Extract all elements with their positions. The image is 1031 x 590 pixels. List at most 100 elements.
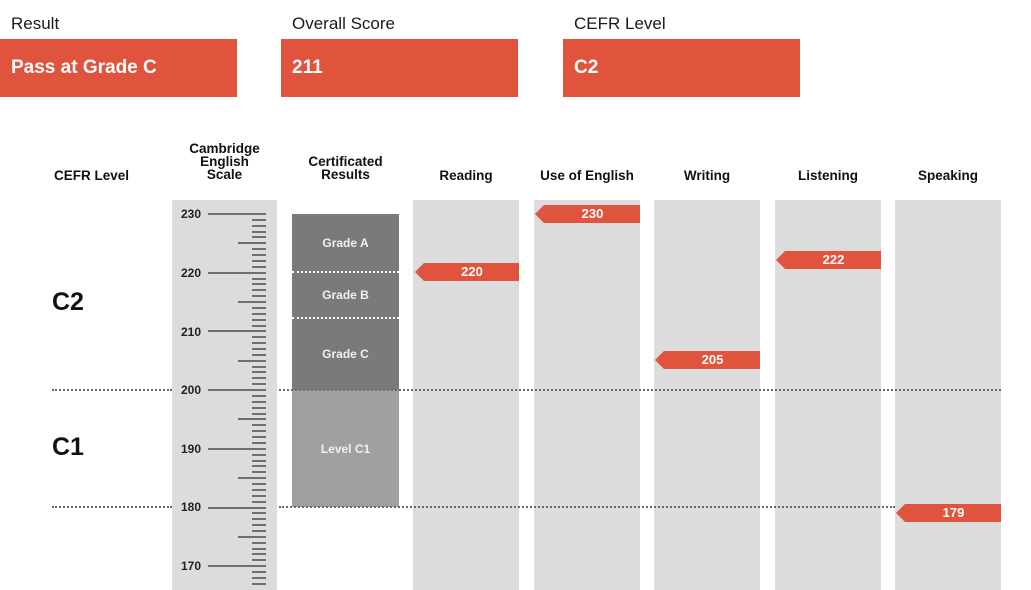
scale-tick [238,477,266,479]
scale-tick [252,313,266,315]
scale-tick [252,366,266,368]
scale-tick [252,577,266,579]
cefr-level-label: CEFR Level [574,14,666,33]
header-scale-line3: Scale [206,167,243,182]
header-reading: Reading [439,168,493,183]
scale-tick [252,430,266,432]
band-grade-c: Grade C [292,318,399,390]
header-certificated-results: Certificated Results [292,154,399,182]
scale-tick [252,518,266,520]
scale-tick [238,360,266,362]
band-level-c1: Level C1 [292,390,399,507]
scale-tick [252,254,266,256]
reading-score-marker: 220 [415,263,519,281]
writing-lane [654,200,760,590]
cefr-level-value: C2 [563,39,800,97]
scale-tick [252,413,266,415]
header-use-of-english: Use of English [540,168,634,183]
scale-tick [252,336,266,338]
scale-tick [252,553,266,555]
header-cert-line2: Results [321,167,370,182]
scale-label-220: 220 [181,266,202,280]
scale-tick [252,260,266,262]
grade-b-c-divider [292,317,399,319]
scale-label-200: 200 [181,383,202,397]
use-of-english-lane [534,200,640,590]
scale-tick [252,524,266,526]
result-value: Pass at Grade C [0,39,237,97]
scale-tick [252,512,266,514]
scale-tick [238,242,266,244]
band-grade-b: Grade B [292,272,399,318]
scale-tick [252,583,266,585]
scale-label-180: 180 [181,500,202,514]
scale-tick [252,319,266,321]
scale-tick [208,272,266,274]
scale-tick [252,542,266,544]
scale-tick [252,354,266,356]
scale-tick [252,495,266,497]
scale-tick [238,301,266,303]
scale-tick [252,465,266,467]
scale-tick [252,460,266,462]
cefr-c1-label: C1 [52,433,84,461]
scale-tick [252,307,266,309]
scale-tick [252,289,266,291]
header-cambridge-scale: Cambridge English Scale [172,141,277,182]
speaking-lane [895,200,1001,590]
scale-tick [252,348,266,350]
scale-tick [252,471,266,473]
scale-tick [252,442,266,444]
c1-threshold-line [279,506,895,508]
speaking-score-marker: 179 [896,504,1001,522]
listening-score-marker: 222 [776,251,881,269]
header-scale-line1: Cambridge [189,141,260,156]
c1-threshold-line-left [52,506,172,508]
scale-tick [252,225,266,227]
scale-label-230: 230 [181,207,202,221]
scale-tick [252,248,266,250]
header-cert-line1: Certificated [308,154,383,169]
scale-tick [208,330,266,332]
scale-tick [252,377,266,379]
scale-tick [252,501,266,503]
scale-tick [252,325,266,327]
header-speaking: Speaking [917,168,979,183]
scale-tick [252,236,266,238]
header-scale-line2: English [200,154,249,169]
scale-tick [252,283,266,285]
scale-tick [252,278,266,280]
scale-tick [252,342,266,344]
scale-tick [252,483,266,485]
result-label: Result [11,14,60,33]
scale-tick [208,213,266,215]
overall-score-label: Overall Score [292,14,395,33]
header-cefr-level: CEFR Level [53,168,130,183]
scale-tick [252,371,266,373]
scale-tick [252,571,266,573]
writing-score-marker: 205 [655,351,760,369]
scale-tick [252,266,266,268]
header-writing: Writing [683,168,731,183]
scale-tick [252,383,266,385]
scale-tick [208,565,266,567]
grade-a-b-divider [292,271,399,273]
scale-tick [238,418,266,420]
scale-label-210: 210 [181,325,202,339]
use-of-english-score-marker: 230 [535,205,640,223]
band-grade-a: Grade A [292,214,399,272]
header-listening: Listening [798,168,858,183]
c2-threshold-line-left [52,389,172,391]
reading-lane [413,200,519,590]
scale-tick [252,559,266,561]
scale-label-190: 190 [181,442,202,456]
scale-tick [252,401,266,403]
scale-label-170: 170 [181,559,202,573]
scale-tick [208,389,266,391]
c2-threshold-line [279,389,1001,391]
scale-tick [208,507,266,509]
scale-tick [238,536,266,538]
cefr-c2-label: C2 [52,288,84,316]
scale-tick [252,295,266,297]
scale-tick [252,548,266,550]
